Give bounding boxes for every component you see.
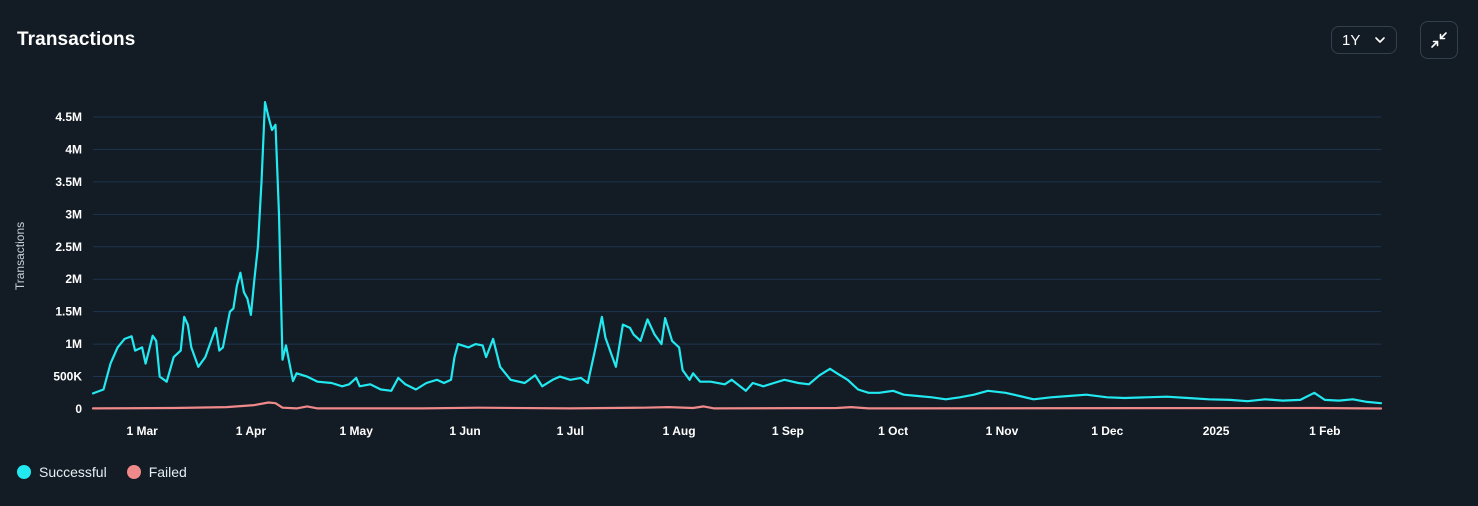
y-tick-label: 2.5M <box>55 240 82 254</box>
y-axis-label: Transactions <box>13 222 27 290</box>
range-value: 1Y <box>1342 31 1361 49</box>
range-select[interactable]: 1Y <box>1331 26 1397 54</box>
y-tick-label: 2M <box>65 272 82 286</box>
x-tick-label: 1 Apr <box>236 424 267 438</box>
y-tick-label: 4.5M <box>55 110 82 124</box>
page-title: Transactions <box>17 29 136 50</box>
x-tick-label: 1 Feb <box>1309 424 1340 438</box>
y-tick-label: 4M <box>65 142 82 156</box>
x-tick-label: 1 Jun <box>449 424 480 438</box>
y-tick-label: 0 <box>75 402 82 416</box>
chevron-down-icon <box>1375 37 1385 43</box>
legend-marker-failed <box>126 465 141 479</box>
y-tick-label: 500K <box>53 370 82 384</box>
y-tick-label: 1.5M <box>55 305 82 319</box>
collapse-arrows-icon <box>1431 32 1447 48</box>
legend-item-failed[interactable]: Failed <box>126 464 187 480</box>
x-tick-label: 1 May <box>340 424 374 438</box>
series-line-successful <box>91 101 1383 405</box>
series-line-failed <box>91 401 1383 410</box>
legend-label-successful: Successful <box>39 464 107 480</box>
grid-layer <box>93 116 1381 378</box>
y-tick-label: 3M <box>65 207 82 221</box>
x-axis-ticks: 1 Mar 1 Apr 1 May 1 Jun 1 Jul 1 Aug 1 Sep 1 Oct… <box>126 424 1340 438</box>
legend-marker-successful <box>17 465 31 479</box>
x-tick-label: 2025 <box>1203 424 1230 438</box>
y-tick-label: 3.5M <box>55 175 82 189</box>
x-tick-label: 1 Dec <box>1091 424 1123 438</box>
x-tick-label: 1 Oct <box>878 424 908 438</box>
x-tick-label: 1 Mar <box>126 424 158 438</box>
x-tick-label: 1 Nov <box>986 424 1019 438</box>
chart-legend: Successful Failed <box>17 464 187 480</box>
series-layer <box>91 101 1383 410</box>
y-axis-ticks: 0 500K 1M 1.5M 2M 2.5M 3M 3.5M 4M 4.5M <box>53 110 82 416</box>
x-tick-label: 1 Sep <box>772 424 804 438</box>
x-tick-label: 1 Jul <box>557 424 584 438</box>
x-tick-label: 1 Aug <box>663 424 696 438</box>
legend-label-failed: Failed <box>148 464 187 480</box>
legend-item-successful[interactable]: Successful <box>17 464 107 480</box>
y-tick-label: 1M <box>65 337 82 351</box>
collapse-button[interactable] <box>1420 21 1458 59</box>
